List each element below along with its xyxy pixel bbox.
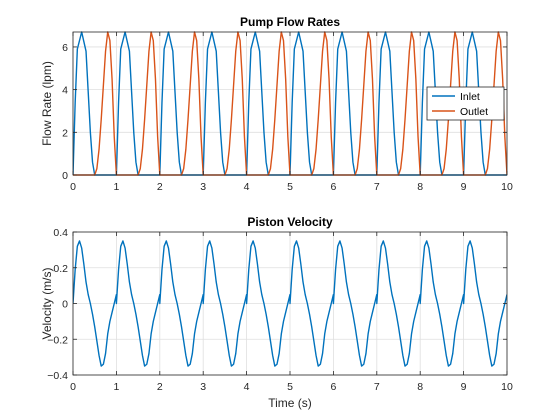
- legend: Inlet Outlet: [426, 86, 505, 121]
- y-tick-label: −0.4: [47, 370, 68, 382]
- y-tick-label: 6: [62, 42, 68, 54]
- y-tick-label: 2: [62, 127, 68, 139]
- x-tick-label: 6: [330, 381, 336, 393]
- flow-rates-chart: 0 1 2 3 4 5 6 7 8 9 10 0 2 4 6 Pump Flow Rates Flow Rate…: [40, 15, 513, 193]
- x-tick-label: 5: [287, 181, 293, 193]
- x-tick-label: 1: [113, 381, 119, 393]
- y-tick-label: 0: [62, 170, 68, 182]
- legend-label-inlet: Inlet: [460, 91, 480, 103]
- x-tick-label: 3: [200, 381, 206, 393]
- x-tick-label: 5: [287, 381, 293, 393]
- x-tick-label: 8: [417, 381, 423, 393]
- x-tick-label: 4: [244, 381, 250, 393]
- legend-box: [426, 86, 505, 121]
- x-tick-label: 2: [157, 381, 163, 393]
- x-tick-label: 7: [374, 181, 380, 193]
- chart-title: Pump Flow Rates: [240, 15, 340, 29]
- y-axis-label: Flow Rate (lpm): [40, 61, 54, 146]
- x-tick-label: 0: [70, 381, 76, 393]
- y-tick-label: 0.4: [53, 227, 68, 239]
- x-axis-label: Time (s): [268, 396, 312, 410]
- x-tick-label: 4: [244, 181, 250, 193]
- x-tick-label: 7: [374, 381, 380, 393]
- x-tick-label: 1: [113, 181, 119, 193]
- piston-velocity-chart: 0 1 2 3 4 5 6 7 8 9 10 −0.4 −0.2 0 0.2 0.4 Piston Veloci…: [40, 215, 513, 410]
- y-tick-label: 4: [62, 85, 68, 97]
- x-tick-label: 3: [200, 181, 206, 193]
- x-tick-label: 10: [501, 381, 513, 393]
- legend-label-outlet: Outlet: [460, 106, 488, 118]
- x-tick-label: 6: [330, 181, 336, 193]
- y-tick-label: 0.2: [53, 263, 68, 275]
- y-tick-label: 0: [62, 299, 68, 311]
- x-tick-label: 8: [417, 181, 423, 193]
- x-tick-label: 9: [461, 381, 467, 393]
- velocity-series-line: [73, 240, 507, 367]
- x-tick-label: 2: [157, 181, 163, 193]
- x-tick-label: 10: [501, 181, 513, 193]
- y-axis-label: Velocity (m/s): [40, 267, 54, 339]
- x-tick-label: 0: [70, 181, 76, 193]
- x-tick-label: 9: [461, 181, 467, 193]
- y-tick-label: −0.2: [47, 334, 68, 346]
- chart-title: Piston Velocity: [247, 215, 333, 229]
